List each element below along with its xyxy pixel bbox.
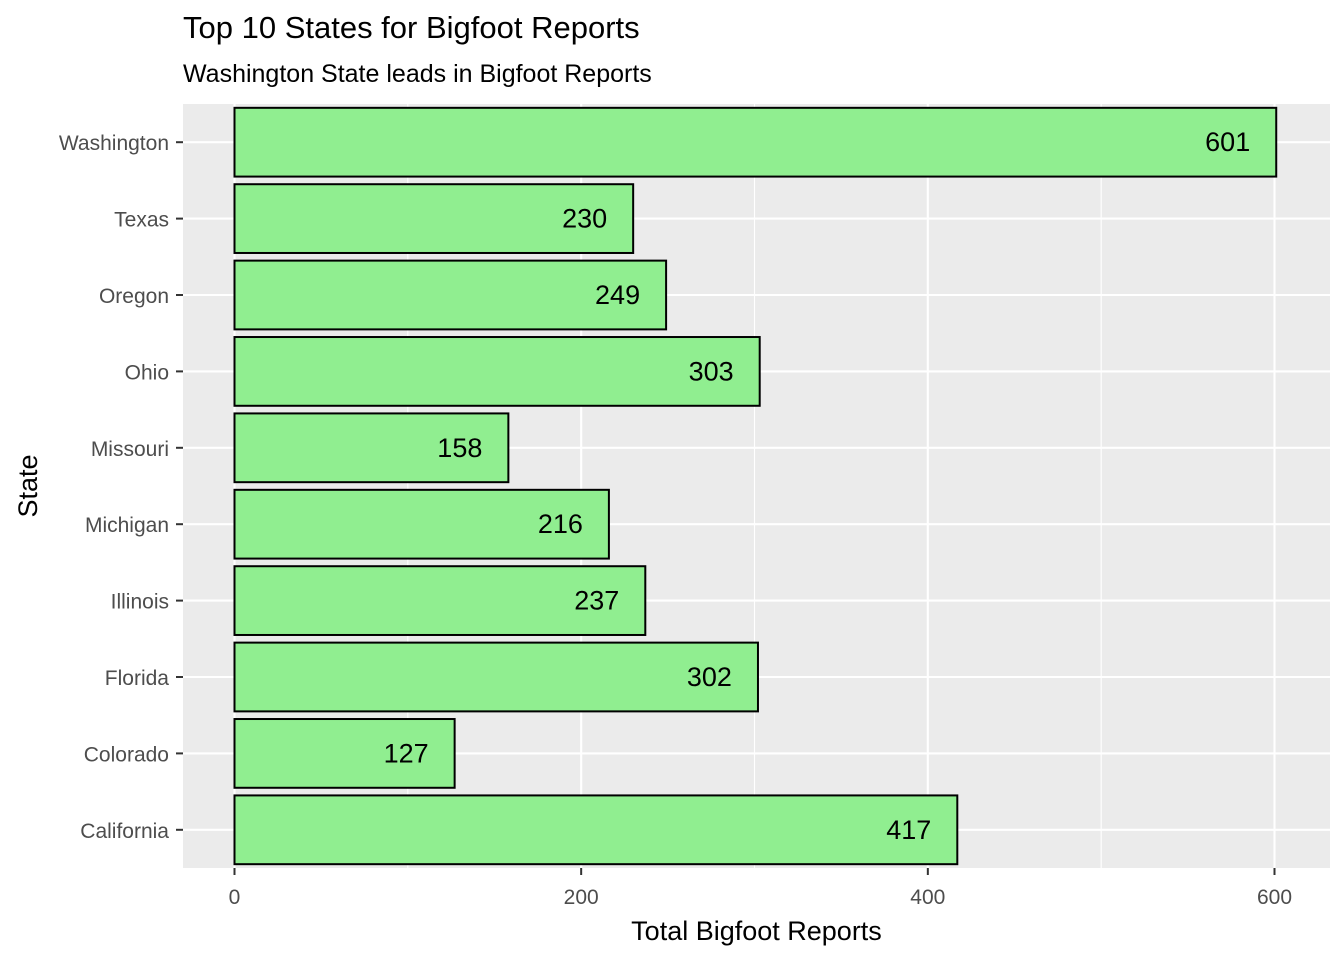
bar-washington: [233, 106, 1278, 178]
bar-michigan: [233, 488, 610, 560]
y-tick-label-oregon: Oregon: [99, 285, 169, 308]
data-label-washington: 601: [1205, 127, 1250, 157]
data-label-ohio: 303: [689, 356, 734, 386]
y-tick-label-texas: Texas: [114, 209, 169, 232]
bar-ohio: [233, 336, 761, 407]
bar-missouri: [233, 412, 510, 484]
y-tick-label-florida: Florida: [105, 667, 170, 690]
data-label-missouri: 158: [437, 433, 482, 463]
y-tick-label-ohio: Ohio: [125, 361, 169, 384]
chart-title: Top 10 States for Bigfoot Reports: [183, 10, 640, 45]
y-tick-label-washington: Washington: [59, 132, 169, 155]
data-label-texas: 230: [562, 204, 607, 234]
x-tick-label: 600: [1257, 886, 1292, 909]
data-label-california: 417: [886, 815, 931, 845]
data-label-michigan: 216: [538, 509, 583, 539]
y-axis-title: State: [13, 454, 43, 517]
chart-subtitle: Washington State leads in Bigfoot Report…: [183, 60, 652, 88]
bar-illinois: [233, 565, 647, 636]
y-tick-label-missouri: Missouri: [91, 438, 169, 461]
x-tick-label: 400: [910, 886, 945, 909]
x-tick-label: 0: [229, 886, 241, 909]
y-tick-label-michigan: Michigan: [85, 514, 169, 537]
bar-colorado: [233, 718, 456, 789]
y-tick-label-colorado: Colorado: [84, 743, 169, 766]
data-label-florida: 302: [687, 662, 732, 692]
data-label-illinois: 237: [574, 586, 619, 616]
bar-texas: [233, 183, 635, 254]
data-label-colorado: 127: [384, 738, 429, 768]
bar-florida: [233, 641, 759, 713]
x-axis-title: Total Bigfoot Reports: [631, 916, 882, 946]
bar-oregon: [233, 259, 668, 331]
bar-california: [233, 794, 959, 866]
data-label-oregon: 249: [595, 280, 640, 310]
y-tick-label-illinois: Illinois: [111, 591, 169, 614]
x-tick-label: 200: [564, 886, 599, 909]
y-tick-label-california: California: [80, 820, 169, 843]
